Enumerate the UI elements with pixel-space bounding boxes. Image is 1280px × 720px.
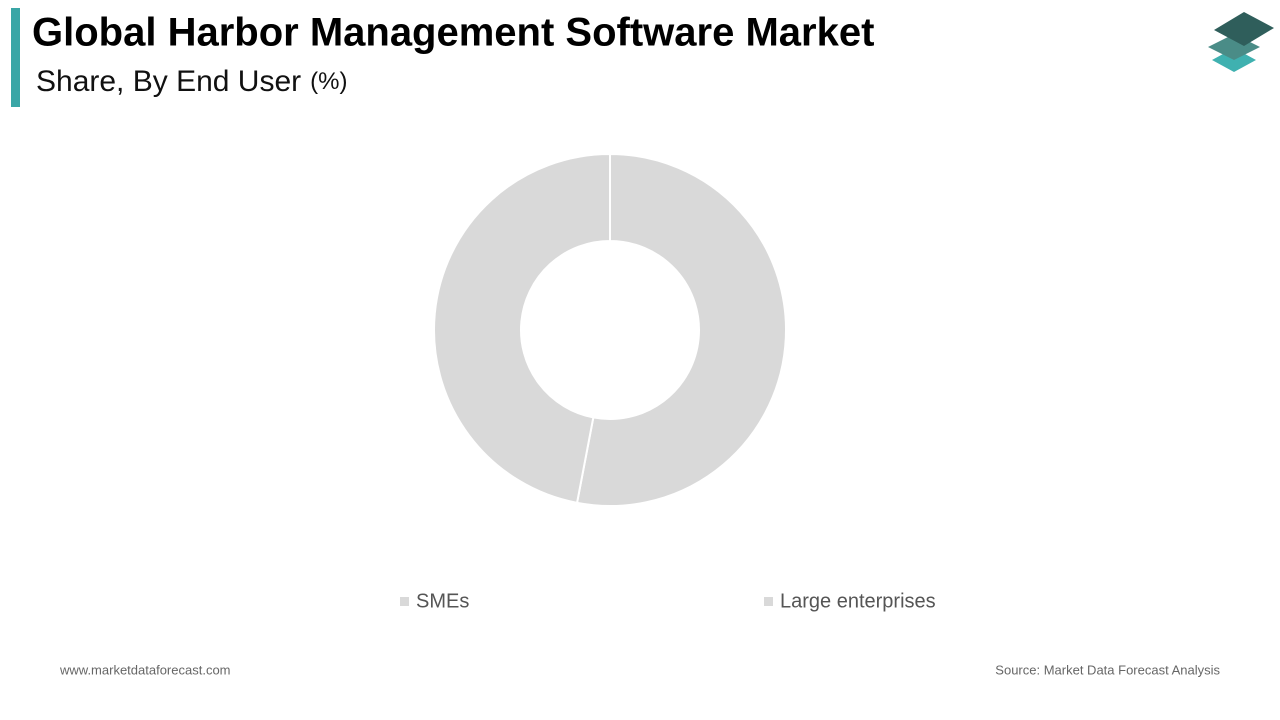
footer-website: www.marketdataforecast.com: [59, 662, 231, 677]
legend-swatch: [764, 597, 773, 606]
legend-swatch: [400, 597, 409, 606]
chart-subtitle: Share, By End User (%): [36, 65, 347, 98]
donut: [433, 152, 787, 507]
legend-label: Large enterprises: [780, 590, 936, 612]
legend-label: SMEs: [416, 590, 469, 612]
donut-slice: [575, 152, 787, 507]
logo: [1208, 12, 1274, 72]
footer-source: Source: Market Data Forecast Analysis: [995, 662, 1220, 677]
title-accent: [11, 8, 20, 107]
subtitle-text: Share, By End User: [36, 65, 301, 98]
chart-title: Global Harbor Management Software Market: [32, 11, 874, 55]
donut-slice: [433, 152, 611, 505]
unit-text: (%): [310, 68, 347, 95]
